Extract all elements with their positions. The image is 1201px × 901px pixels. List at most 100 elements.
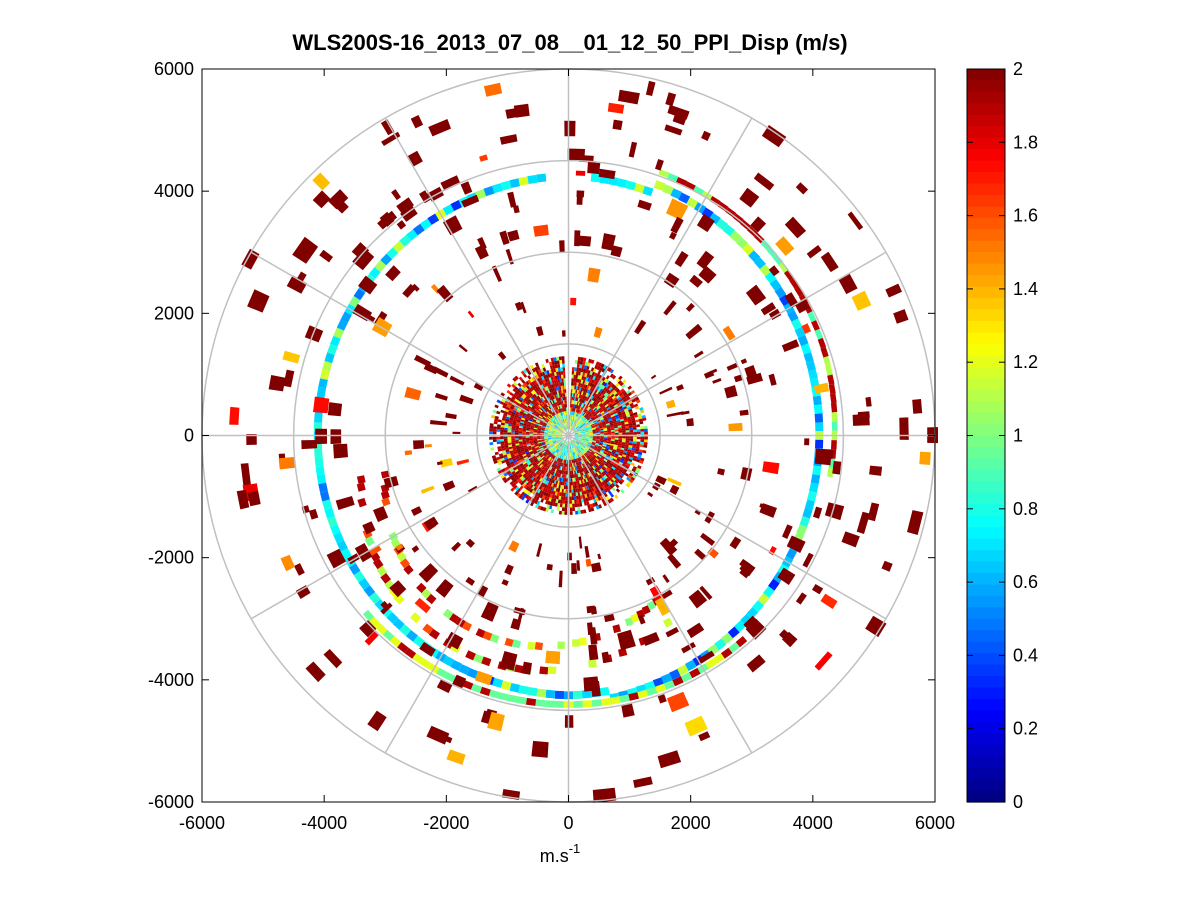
clutter-cell bbox=[608, 464, 613, 468]
scatter-cell bbox=[666, 198, 689, 221]
clutter-cell bbox=[643, 442, 648, 446]
clutter-cell bbox=[559, 412, 562, 417]
clutter-cell bbox=[566, 452, 567, 457]
clutter-cell bbox=[521, 395, 526, 400]
clutter-cell bbox=[604, 449, 609, 453]
clutter-cell bbox=[579, 472, 583, 477]
clutter-cell bbox=[581, 455, 585, 460]
clutter-cell bbox=[551, 412, 555, 416]
arc-cell bbox=[527, 641, 536, 650]
clutter-cell bbox=[580, 464, 584, 469]
colorbar-segment bbox=[967, 378, 1005, 391]
clutter-cell bbox=[515, 423, 520, 426]
clutter-cell bbox=[611, 417, 616, 421]
clutter-cell bbox=[578, 432, 582, 434]
clutter-cell bbox=[581, 399, 584, 403]
scatter-cell bbox=[432, 366, 449, 378]
clutter-cell bbox=[617, 476, 622, 481]
clutter-cell bbox=[590, 458, 594, 462]
clutter-cell bbox=[561, 359, 565, 364]
clutter-cell bbox=[618, 441, 622, 444]
clutter-cell bbox=[621, 456, 626, 460]
scatter-cell bbox=[717, 468, 725, 476]
clutter-cell bbox=[607, 499, 612, 504]
scatter-cell bbox=[669, 231, 677, 240]
clutter-cell bbox=[549, 448, 553, 452]
clutter-cell bbox=[614, 427, 619, 430]
scatter-cell bbox=[768, 265, 780, 277]
clutter-cell bbox=[565, 489, 568, 493]
clutter-cell bbox=[606, 453, 611, 457]
clutter-cell bbox=[624, 444, 629, 448]
ring-cell bbox=[412, 223, 425, 236]
clutter-cell bbox=[560, 429, 564, 432]
clutter-cell bbox=[514, 413, 519, 417]
clutter-cell bbox=[572, 419, 574, 423]
clutter-cell bbox=[607, 380, 612, 386]
clutter-cell bbox=[541, 411, 546, 415]
scatter-cell bbox=[477, 237, 487, 250]
clutter-cell bbox=[549, 501, 554, 506]
clutter-cell bbox=[609, 382, 614, 387]
clutter-cell bbox=[561, 439, 565, 443]
clutter-cell bbox=[543, 453, 548, 457]
clutter-cell bbox=[541, 465, 545, 470]
scatter-cell bbox=[414, 597, 431, 614]
scatter-cell bbox=[587, 267, 601, 283]
ring-cell bbox=[810, 474, 821, 485]
clutter-cell bbox=[544, 428, 549, 431]
ring-cell bbox=[764, 271, 777, 284]
clutter-cell bbox=[585, 437, 590, 439]
clutter-cell bbox=[640, 441, 644, 445]
clutter-cell bbox=[562, 503, 565, 508]
clutter-cell bbox=[576, 367, 580, 372]
clutter-cell bbox=[522, 493, 528, 498]
clutter-cell bbox=[528, 457, 533, 461]
clutter-cell bbox=[530, 390, 535, 395]
colorbar-segment bbox=[967, 435, 1005, 448]
clutter-cell bbox=[593, 368, 597, 373]
ring-cell bbox=[353, 288, 366, 301]
clutter-cell bbox=[640, 428, 645, 432]
clutter-cell bbox=[557, 441, 561, 444]
clutter-cell bbox=[609, 392, 614, 397]
clutter-cell bbox=[573, 419, 576, 424]
clutter-cell bbox=[536, 391, 540, 396]
scatter-cell bbox=[426, 725, 450, 745]
clutter-cell bbox=[603, 429, 608, 432]
clutter-cell bbox=[597, 396, 602, 401]
clutter-cell bbox=[549, 441, 553, 444]
colorbar-tick-label: 1 bbox=[1013, 426, 1023, 446]
clutter-cell bbox=[596, 432, 601, 434]
clutter-cell bbox=[598, 402, 603, 407]
clutter-cell bbox=[633, 438, 637, 442]
clutter-cell bbox=[515, 445, 520, 448]
clutter-cell bbox=[560, 400, 563, 405]
clutter-cell bbox=[606, 406, 611, 411]
clutter-cell bbox=[604, 478, 609, 483]
clutter-cell bbox=[574, 416, 577, 420]
ring-cell bbox=[330, 524, 341, 536]
clutter-cell bbox=[529, 430, 534, 433]
ring-cell bbox=[800, 343, 812, 355]
x-tick-label: 2000 bbox=[671, 813, 711, 833]
clutter-cell bbox=[549, 400, 553, 405]
clutter-cell bbox=[577, 454, 580, 458]
colorbar-segment bbox=[967, 779, 1005, 792]
clutter-cell bbox=[539, 407, 544, 412]
clutter-cell bbox=[544, 439, 549, 441]
clutter-cell bbox=[581, 451, 585, 455]
clutter-cell bbox=[571, 392, 574, 397]
clutter-cell bbox=[606, 400, 611, 404]
ring-cell bbox=[799, 516, 810, 528]
clutter-cell bbox=[530, 476, 535, 481]
clutter-cell bbox=[584, 420, 588, 423]
clutter-cell bbox=[548, 421, 552, 425]
clutter-cell bbox=[599, 409, 604, 414]
clutter-cell bbox=[492, 457, 497, 462]
clutter-cell bbox=[549, 373, 553, 378]
clutter-cell bbox=[514, 432, 519, 435]
clutter-cell bbox=[549, 493, 553, 498]
clutter-cell bbox=[610, 440, 615, 443]
clutter-cell bbox=[550, 413, 554, 418]
